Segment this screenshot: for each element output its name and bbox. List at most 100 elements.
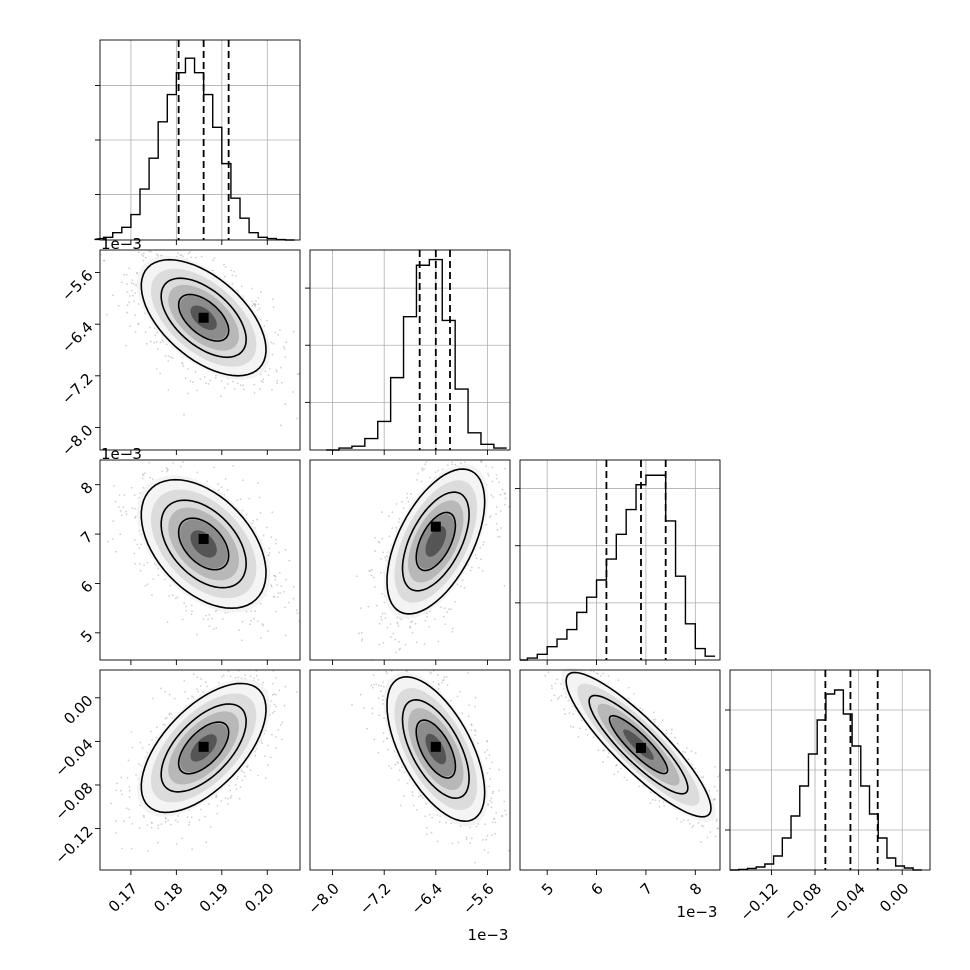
scatter-point [504,492,506,495]
scatter-point [499,536,501,538]
scatter-point [246,766,249,769]
scatter-point [134,516,137,519]
scatter-point [240,639,243,642]
scatter-point [463,440,465,442]
scatter-point [148,461,151,464]
scatter-point [111,538,114,540]
scatter-point [134,562,136,565]
scatter-point [274,736,277,738]
scatter-point [271,353,274,356]
scatter-point [386,626,389,629]
scatter-point [255,300,257,302]
scatter-point [271,712,274,714]
scatter-point [142,486,145,489]
scatter-point [267,554,270,557]
scatter-point [429,476,431,479]
scatter-point [288,645,290,647]
scatter-point [153,341,156,344]
scatter-point [414,622,417,625]
scatter-point [143,816,145,818]
scatter-point [126,777,129,779]
scatter-point [277,596,279,598]
scatter-point [200,678,203,680]
scatter-point [137,323,140,326]
scatter-point [471,457,473,459]
scatter-point [220,486,223,489]
scatter-point [205,841,208,844]
scatter-point [155,368,158,370]
scatter-point [164,724,166,726]
scatter-point [499,493,502,496]
scatter-point [74,247,76,249]
scatter-point [374,586,376,588]
scatter-point [134,284,137,286]
scatter-point [131,507,134,509]
scatter-point [480,460,482,463]
scatter-point [230,795,233,797]
scatter-point [254,303,257,306]
contour-line-1 [160,499,247,589]
scatter-point [274,576,277,578]
scatter-point [174,819,177,822]
scatter-point [177,252,179,255]
scatter-point [239,786,242,788]
scatter-point [181,618,184,621]
scatter-point [155,341,158,343]
scatter-point [260,380,263,383]
scatter-point [406,496,408,499]
scatter-point [454,452,456,454]
scatter-point [463,456,465,458]
scatter-point [133,300,135,302]
scatter-point [187,453,189,455]
scatter-point [137,251,140,254]
scatter-point [83,225,85,227]
scatter-point [169,356,172,358]
scatter-point [258,496,261,499]
scatter-point [223,387,226,389]
scatter-point [360,631,363,634]
scatter-point [190,256,192,259]
scatter-point [275,542,277,545]
scatter-panel-p20 [99,399,301,661]
scatter-point [456,583,459,586]
scatter-point [255,670,258,672]
scatter-point [177,815,180,817]
scatter-point [467,672,469,674]
scatter-point [139,569,142,572]
scatter-point [160,823,163,825]
scatter-point [128,785,131,788]
scatter-point [404,665,406,667]
scatter-point [367,605,370,608]
scatter-point [146,561,149,564]
scatter-point [235,275,238,277]
scatter-point [142,814,145,817]
scatter-point [115,550,118,553]
scatter-point [215,374,217,377]
scatter-point [157,841,159,844]
scatter-point [236,777,238,780]
scatter-point [145,256,147,259]
scatter-point [160,687,162,690]
density-peak-cell [198,312,209,323]
scatter-point [508,506,510,508]
scatter-point [262,534,265,537]
scatter-point [155,253,158,256]
scatter-point [292,585,295,588]
scatter-point [135,399,137,401]
scatter-point [550,477,552,479]
scatter-point [447,457,449,459]
scatter-point [257,297,260,299]
scatter-point [270,341,273,344]
scatter-point [284,634,287,637]
scatter-point [378,541,381,544]
scatter-point [479,546,482,549]
histogram-panel-p33 [725,669,931,875]
scatter-point [187,697,190,700]
scatter-point [279,366,282,369]
scatter-point [180,254,183,257]
scatter-point [457,431,459,433]
scatter-point [444,623,447,625]
scatter-point [279,592,282,594]
scatter-point [199,685,202,687]
